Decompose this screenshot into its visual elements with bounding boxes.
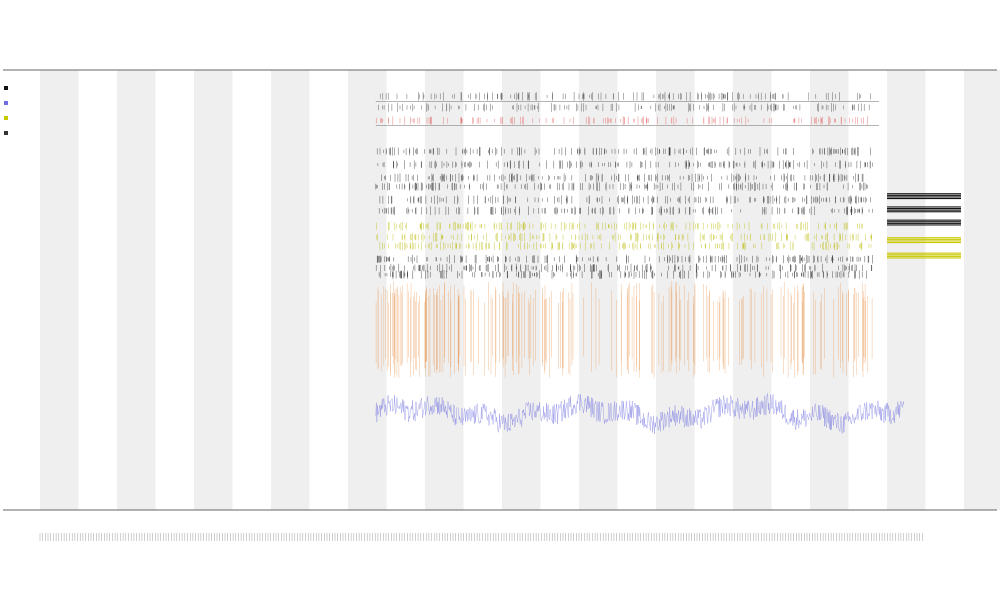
side-bar — [887, 198, 961, 200]
event-tick-row — [378, 206, 873, 216]
series-noise-line — [375, 392, 904, 435]
grid-bands — [40, 70, 1000, 510]
grid-band — [40, 70, 79, 510]
side-bar — [887, 257, 961, 259]
legend-marker — [4, 116, 8, 120]
side-bar — [887, 206, 961, 208]
side-bar — [887, 252, 961, 254]
series-top-ticks — [375, 116, 879, 126]
side-bar — [887, 254, 961, 256]
series-event-ticks — [375, 254, 873, 280]
side-bar — [887, 193, 961, 195]
side-bar — [887, 224, 961, 226]
side-bar — [887, 237, 961, 239]
grid-band — [887, 70, 926, 510]
series-event-ticks — [375, 147, 873, 216]
event-tick-row — [379, 241, 872, 251]
side-bar — [887, 211, 961, 213]
legend-marker — [4, 86, 8, 90]
grid-band — [502, 70, 541, 510]
event-tick-row — [376, 221, 863, 231]
grid-band — [810, 70, 849, 510]
event-tick-row — [378, 102, 870, 112]
side-bar — [887, 208, 961, 210]
grid-band — [579, 70, 618, 510]
side-bar — [887, 219, 961, 221]
event-tick-row — [379, 91, 871, 101]
event-tick-row — [375, 263, 873, 273]
grid-band — [194, 70, 233, 510]
event-tick-row — [379, 195, 871, 205]
legend-marker — [4, 131, 8, 135]
legend-marker — [4, 101, 8, 105]
side-bar — [887, 194, 961, 196]
grid-band — [964, 70, 1000, 510]
series-spikes — [375, 281, 873, 378]
series-layer — [375, 91, 904, 435]
side-bar — [887, 222, 961, 224]
side-bar — [887, 221, 961, 223]
grid-band — [348, 70, 387, 510]
side-bar — [887, 255, 961, 257]
grid-band — [271, 70, 310, 510]
event-tick-row — [378, 270, 867, 280]
side-bar — [887, 209, 961, 211]
side-bar — [887, 242, 961, 244]
event-tick-row — [376, 116, 868, 125]
series-event-ticks — [376, 221, 872, 251]
grid-band — [656, 70, 695, 510]
event-tick-row — [377, 160, 873, 170]
event-tick-row — [376, 147, 871, 156]
event-tick-row — [375, 182, 868, 192]
side-bars — [887, 193, 961, 259]
grid-band — [733, 70, 772, 510]
x-tick-marks — [39, 533, 923, 541]
series-top-ticks — [375, 91, 879, 112]
event-tick-row — [376, 232, 872, 242]
event-tick-row — [381, 173, 864, 183]
noise-line — [375, 392, 904, 435]
grid-band — [117, 70, 156, 510]
legend — [4, 86, 8, 135]
event-tick-row — [376, 254, 873, 264]
side-bar — [887, 238, 961, 240]
side-bar — [887, 196, 961, 198]
side-bar — [887, 240, 961, 242]
spike-lines — [375, 281, 873, 378]
x-axis-ticks — [39, 533, 923, 541]
